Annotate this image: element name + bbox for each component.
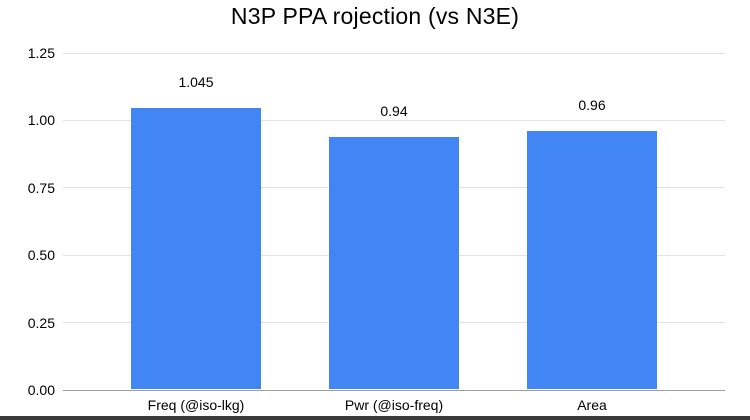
y-tick-label: 1.00 xyxy=(27,112,55,129)
gridline xyxy=(63,52,725,54)
y-tick-label: 0.00 xyxy=(27,382,55,398)
bar xyxy=(131,108,261,389)
y-tick-label: 0.25 xyxy=(27,314,55,331)
y-tick-label: 0.50 xyxy=(27,247,55,264)
bar-value-label: 0.96 xyxy=(578,97,606,114)
bar xyxy=(527,131,657,389)
x-axis-label: Freq (@iso-lkg) xyxy=(147,397,245,413)
axis-baseline xyxy=(63,389,725,391)
x-axis-label: Area xyxy=(577,397,607,413)
y-tick-label: 1.25 xyxy=(27,45,55,61)
bottom-edge-strip xyxy=(0,416,750,420)
chart-title: N3P PPA rojection (vs N3E) xyxy=(230,3,520,29)
bar-value-label: 1.045 xyxy=(178,74,214,91)
y-tick-label: 0.75 xyxy=(27,179,55,196)
gridline xyxy=(63,119,725,121)
bar xyxy=(329,136,459,389)
bar-value-label: 0.94 xyxy=(380,102,408,119)
x-axis-label: Pwr (@iso-freq) xyxy=(344,397,444,413)
